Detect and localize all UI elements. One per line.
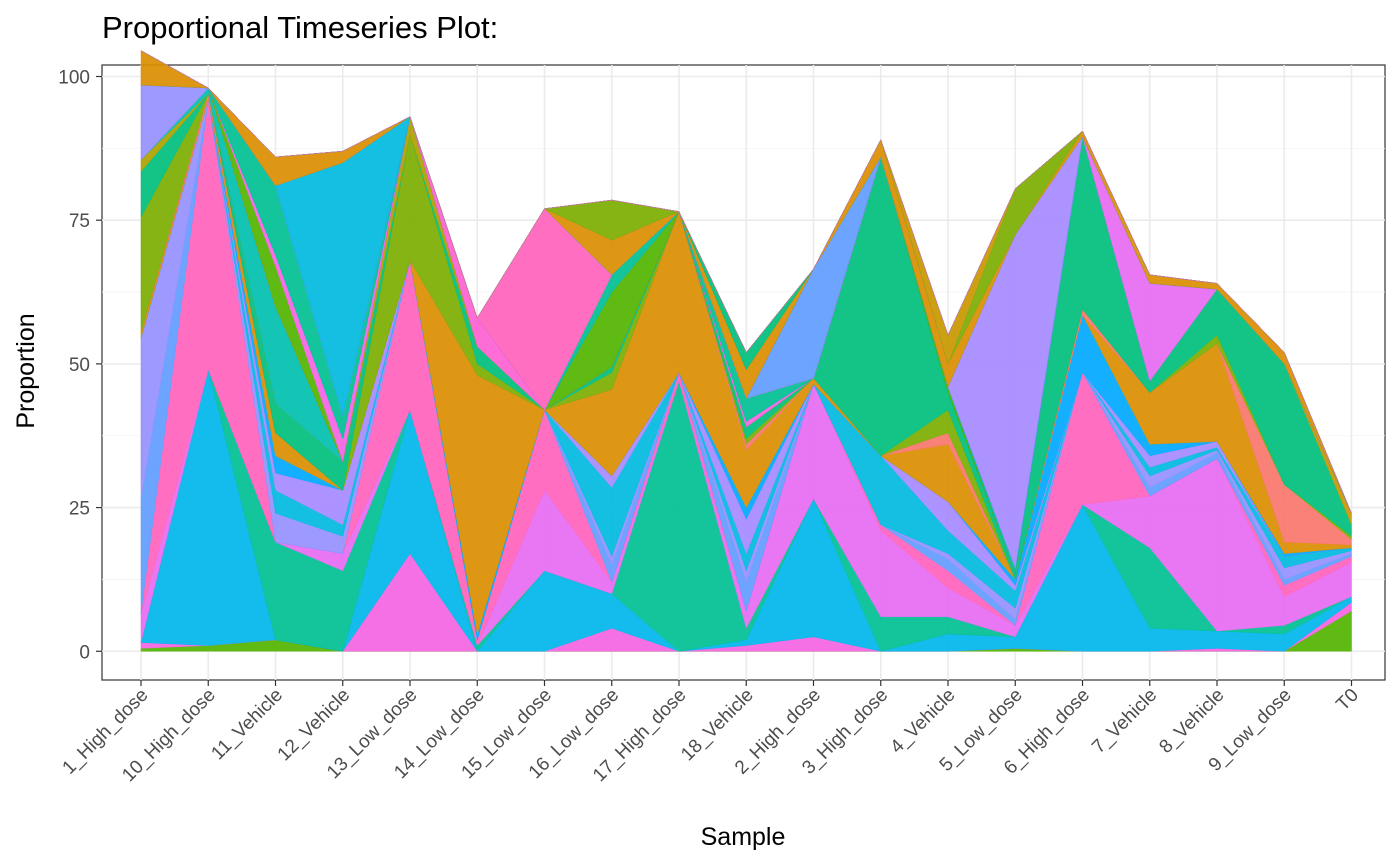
area-layers bbox=[140, 50, 1352, 652]
y-tick-label: 50 bbox=[69, 355, 90, 376]
x-tick-label: 7_Vehicle bbox=[1088, 685, 1161, 758]
y-tick-label: 25 bbox=[69, 499, 90, 520]
x-tick-label: T0 bbox=[1332, 685, 1363, 716]
chart-title: Proportional Timeseries Plot: bbox=[102, 10, 499, 45]
area-series-40 bbox=[140, 50, 1352, 514]
y-tick-label: 100 bbox=[58, 67, 90, 88]
y-axis-title: Proportion bbox=[12, 313, 40, 428]
y-tick-label: 75 bbox=[69, 211, 90, 232]
y-tick-label: 0 bbox=[79, 642, 90, 663]
x-axis-title: Sample bbox=[701, 823, 786, 851]
